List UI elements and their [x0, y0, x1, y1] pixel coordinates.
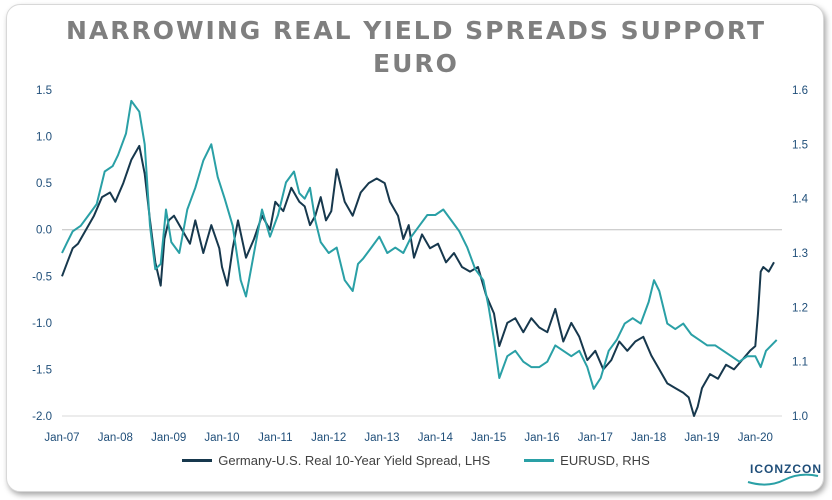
- logo-text: ICONZCON: [750, 462, 822, 476]
- series-line-spread: [61, 144, 775, 417]
- x-tick-label: Jan-17: [578, 432, 613, 444]
- y-right-tick-label: 1.6: [792, 85, 808, 97]
- y-right-tick-label: 1.2: [792, 302, 808, 314]
- legend-swatch-spread: [182, 459, 213, 462]
- x-tick-label: Jan-08: [98, 432, 133, 444]
- wave-logo-icon: [747, 473, 819, 486]
- x-tick-label: Jan-14: [418, 432, 454, 444]
- y-left-tick-label: 1.0: [36, 132, 52, 144]
- chart-legend: Germany-U.S. Real 10-Year Yield Spread, …: [0, 453, 832, 468]
- chart-title-line2: EURO: [373, 49, 459, 78]
- y-right-tick-label: 1.3: [792, 248, 808, 260]
- legend-item-spread: Germany-U.S. Real 10-Year Yield Spread, …: [182, 453, 490, 468]
- x-tick-label: Jan-12: [311, 432, 346, 444]
- chart-title: NARROWING REAL YIELD SPREADS SUPPORT EUR…: [0, 14, 832, 80]
- chart-card: [6, 4, 824, 492]
- legend-label-spread: Germany-U.S. Real 10-Year Yield Spread, …: [218, 453, 491, 468]
- x-tick-label: Jan-20: [738, 432, 773, 444]
- x-tick-label: Jan-07: [44, 432, 79, 444]
- legend-item-eurusd: EURUSD, RHS: [524, 453, 650, 468]
- y-left-tick-label: -1.0: [32, 318, 52, 330]
- y-left-tick-label: 0.5: [36, 178, 52, 190]
- legend-swatch-eurusd: [524, 459, 555, 462]
- y-left-tick-label: -0.5: [32, 271, 52, 283]
- series-line-eurusd: [61, 99, 778, 390]
- x-tick-label: Jan-13: [364, 432, 399, 444]
- y-right-tick-label: 1.0: [792, 411, 808, 423]
- y-right-tick-label: 1.5: [792, 139, 808, 151]
- legend-label-eurusd: EURUSD, RHS: [560, 453, 650, 468]
- x-tick-label: Jan-11: [258, 432, 292, 444]
- y-right-tick-label: 1.4: [792, 194, 809, 206]
- x-tick-label: Jan-15: [471, 432, 506, 444]
- y-right-tick-label: 1.1: [792, 357, 808, 369]
- y-left-tick-label: -1.5: [32, 364, 52, 376]
- chart-title-line1: NARROWING REAL YIELD SPREADS SUPPORT: [65, 16, 767, 45]
- y-left-tick-label: -2.0: [32, 411, 52, 423]
- x-tick-label: Jan-19: [684, 432, 719, 444]
- y-left-tick-label: 1.5: [36, 85, 52, 97]
- x-tick-label: Jan-18: [631, 432, 666, 444]
- x-tick-label: Jan-09: [151, 432, 186, 444]
- y-left-tick-label: 0.0: [36, 225, 52, 237]
- company-logo: ICONZCON: [744, 458, 822, 488]
- x-tick-label: Jan-10: [204, 432, 239, 444]
- x-tick-label: Jan-16: [524, 432, 559, 444]
